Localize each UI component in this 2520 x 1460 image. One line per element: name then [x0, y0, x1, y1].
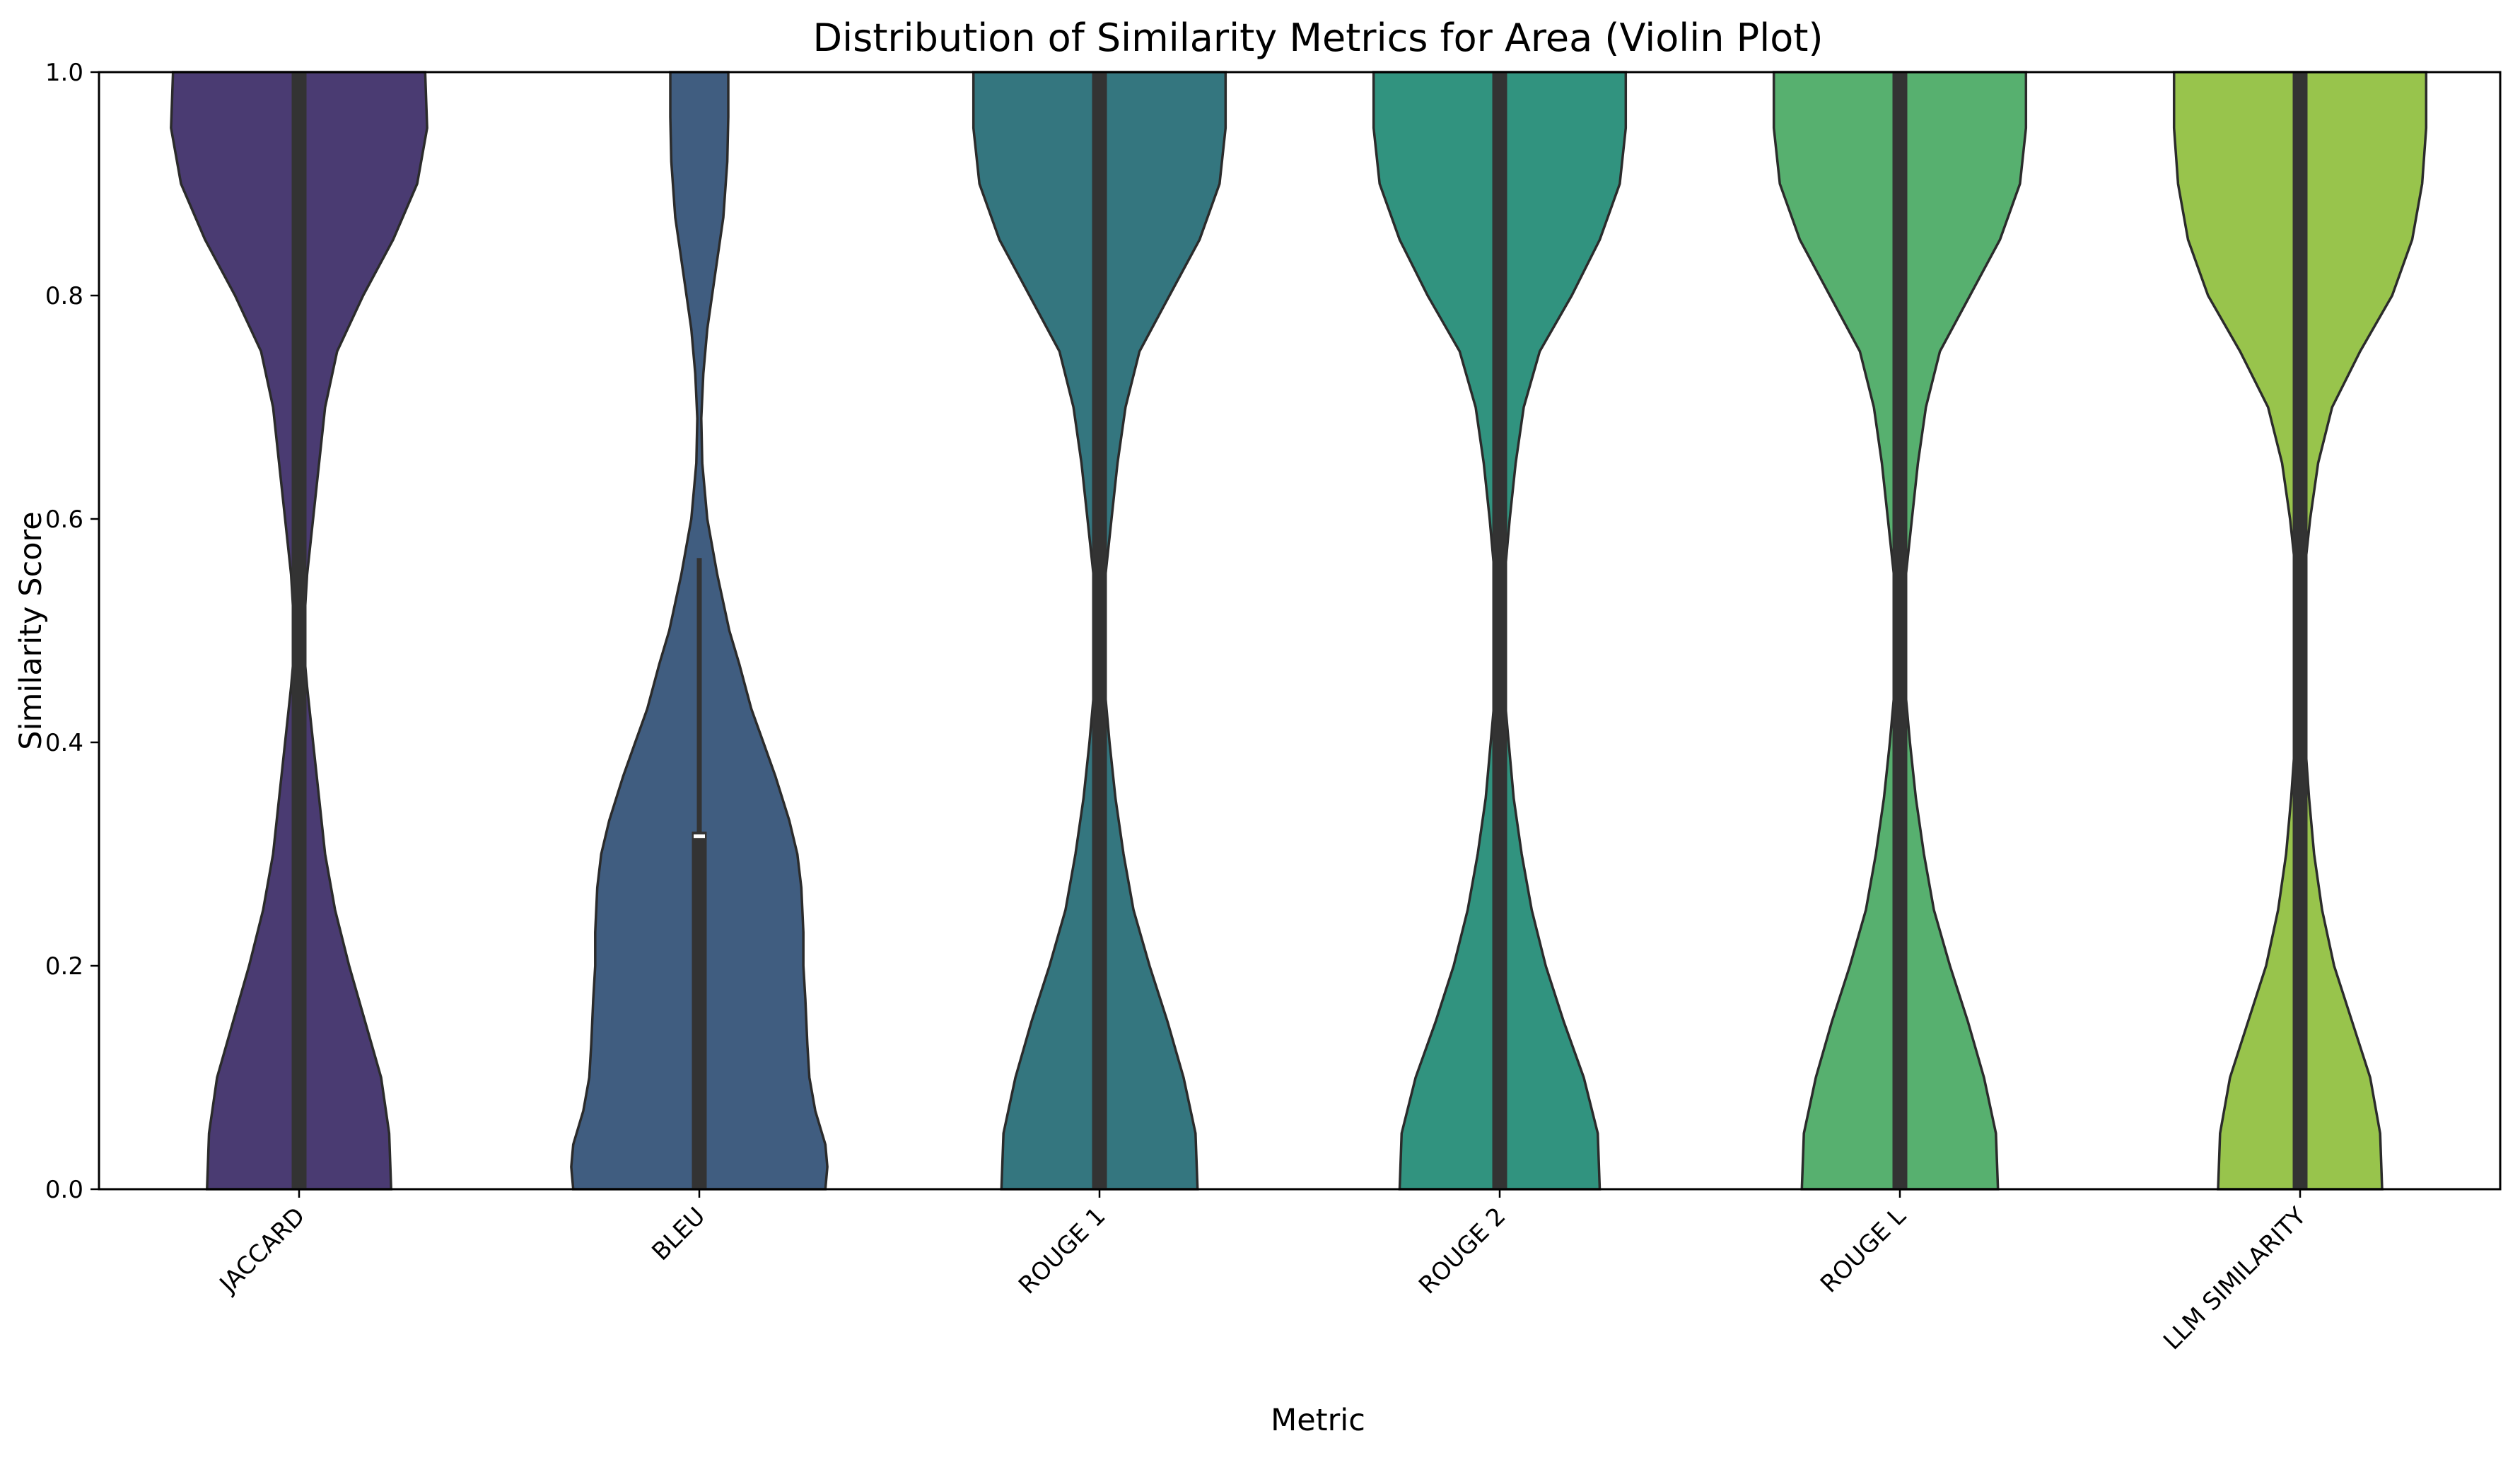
violin-group: [570, 71, 829, 1191]
axes-frame: [98, 71, 2502, 1191]
y-axis-label: Similarity Score: [13, 511, 49, 749]
y-tick-label: 1.0: [45, 59, 83, 87]
x-axis-label: Metric: [1271, 1403, 1365, 1438]
chart-title: Distribution of Similarity Metrics for A…: [812, 16, 1823, 60]
violin-median-marker: [694, 834, 705, 839]
y-tick-label: 0.2: [45, 952, 83, 981]
y-tick-label: 0.6: [45, 506, 83, 534]
violin-group: [972, 71, 1227, 1191]
y-tick-label: 0.4: [45, 729, 83, 757]
y-axis: 0.0 0.2 0.4 0.6 0.8 1.0: [45, 59, 99, 1204]
plot-area: [170, 71, 2428, 1191]
y-tick-label: 0.0: [45, 1176, 83, 1204]
y-tick-label: 0.8: [45, 282, 83, 310]
